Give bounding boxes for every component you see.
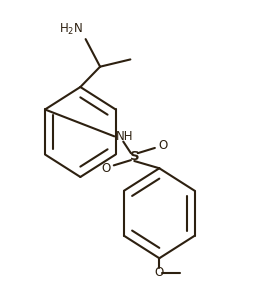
Text: O: O <box>155 266 164 279</box>
Text: S: S <box>130 150 139 163</box>
Text: O: O <box>158 139 167 151</box>
Text: H$_2$N: H$_2$N <box>59 22 83 37</box>
Text: O: O <box>101 162 111 175</box>
Text: NH: NH <box>116 130 133 143</box>
